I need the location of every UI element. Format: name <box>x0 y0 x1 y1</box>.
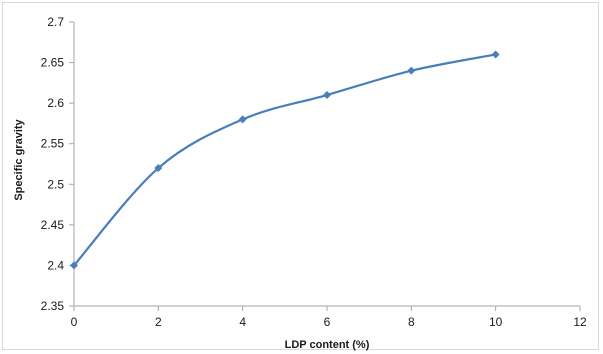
data-point-marker <box>70 261 78 270</box>
x-tick-label: 12 <box>573 315 587 329</box>
x-tick-label: 4 <box>239 315 246 329</box>
x-tick-label: 10 <box>489 315 503 329</box>
x-tick-label: 6 <box>324 315 331 329</box>
y-tick-label: 2.4 <box>47 258 64 272</box>
y-axis-title: Specific gravity <box>13 118 25 200</box>
y-tick-label: 2.55 <box>41 137 65 151</box>
y-tick-label: 2.45 <box>41 218 65 232</box>
y-tick-label: 2.35 <box>41 299 65 313</box>
x-axis-ticks: 0 2 4 6 8 10 12 <box>71 306 587 329</box>
series-line <box>73 53 496 267</box>
y-tick-label: 2.6 <box>47 96 64 110</box>
chart-area <box>2 2 599 350</box>
x-tick-label: 0 <box>71 315 78 329</box>
series-group <box>70 50 500 270</box>
data-point-marker <box>407 66 416 75</box>
data-point-marker <box>323 91 331 100</box>
y-tick-label: 2.7 <box>47 15 64 29</box>
y-tick-label: 2.5 <box>47 177 64 191</box>
y-axis-ticks: 2.35 2.4 2.45 2.5 2.55 2.6 2.65 2.7 <box>41 15 74 313</box>
x-tick-label: 8 <box>408 315 415 329</box>
data-point-marker <box>154 164 163 173</box>
data-point-marker <box>491 50 500 59</box>
y-tick-label: 2.65 <box>41 56 65 70</box>
x-axis-title: LDP content (%) <box>285 339 370 351</box>
axes <box>73 22 580 307</box>
x-tick-label: 2 <box>155 315 162 329</box>
data-point-marker <box>238 115 247 124</box>
